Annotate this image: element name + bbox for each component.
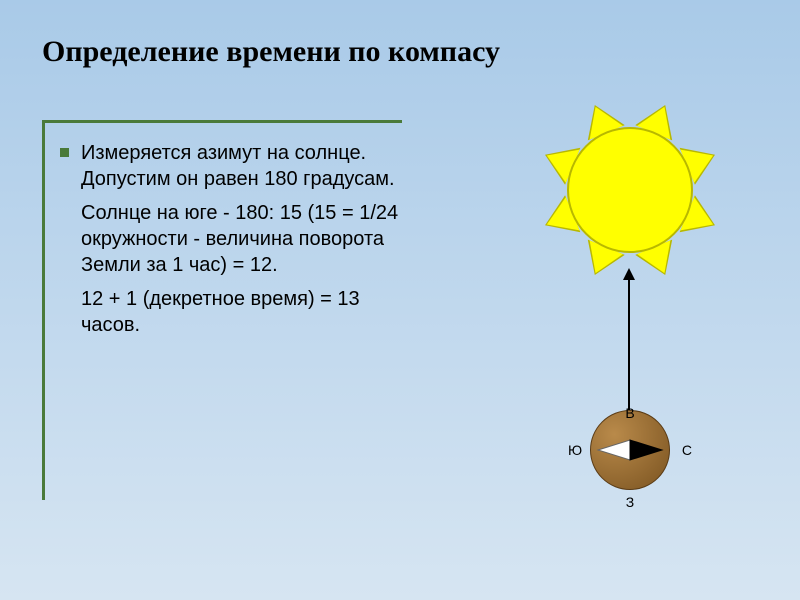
bullet-text: Измеряется азимут на солнце. Допустим он… — [81, 140, 420, 192]
direction-label-left: Ю — [568, 442, 582, 458]
compass-diagram: В С З Ю — [590, 410, 670, 490]
paragraph: 12 + 1 (декретное время) = 13 часов. — [81, 286, 420, 338]
list-item: Измеряется азимут на солнце. Допустим он… — [60, 140, 420, 192]
direction-label-right: С — [682, 442, 692, 458]
page-title: Определение времени по компасу — [42, 35, 500, 69]
direction-label-top: В — [625, 405, 634, 421]
sun-circle-icon — [567, 127, 693, 253]
paragraph: Солнце на юге - 180: 15 (15 = 1/24 окруж… — [81, 200, 420, 278]
direction-label-bottom: З — [626, 494, 634, 510]
sun-diagram — [540, 100, 720, 280]
bullet-list: Измеряется азимут на солнце. Допустим он… — [60, 140, 420, 346]
arrow-up-icon — [628, 278, 630, 410]
compass-needle-icon — [590, 410, 670, 490]
bullet-icon — [60, 148, 69, 157]
